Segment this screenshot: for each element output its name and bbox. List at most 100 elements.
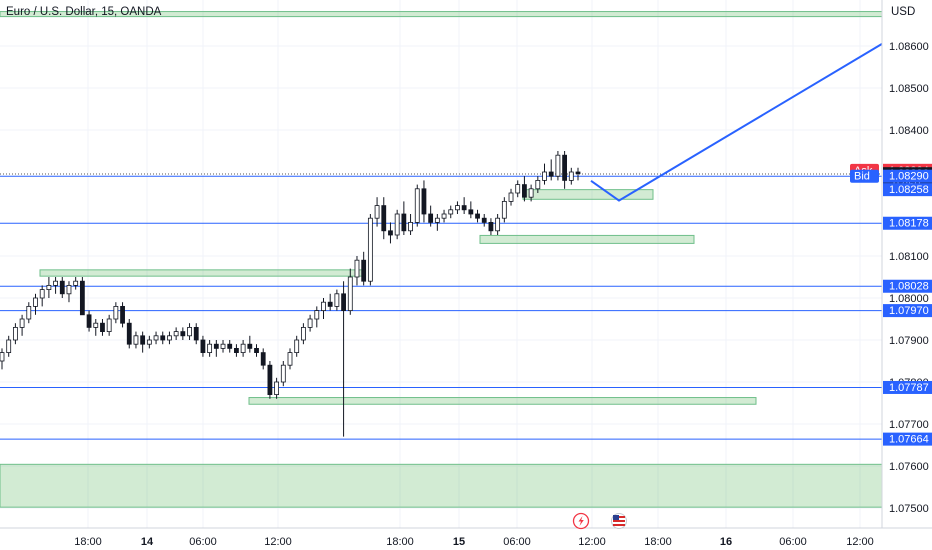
candle-body xyxy=(213,343,219,349)
candle xyxy=(522,176,527,202)
candle xyxy=(542,163,547,185)
candle-body xyxy=(327,301,333,307)
candle-body xyxy=(334,293,340,307)
price-tag-value: 1.07970 xyxy=(889,305,929,317)
chart-title: Euro / U.S. Dollar, 15, OANDA xyxy=(6,6,162,18)
candle-body xyxy=(307,318,313,328)
candle xyxy=(160,331,166,345)
candle xyxy=(300,323,306,345)
candle xyxy=(167,331,172,345)
candle xyxy=(227,340,233,353)
candle xyxy=(548,159,554,181)
demand-zone xyxy=(39,269,365,277)
projection-path xyxy=(590,43,883,202)
candle-body xyxy=(120,305,125,324)
candle xyxy=(535,176,541,193)
candle-body xyxy=(247,343,253,349)
lightning-icon[interactable] xyxy=(572,512,590,530)
candle-body xyxy=(146,339,152,345)
time-axis-ticks: 18:00 14 06:00 12:00 18:00 15 06:00 12:00 18:00 1… xyxy=(74,536,874,548)
currency-label[interactable]: USD xyxy=(891,6,915,18)
time-tick-label: 18:00 xyxy=(386,536,414,548)
candle xyxy=(508,188,514,206)
candle xyxy=(12,323,18,345)
price-tag-value: 1.07664 xyxy=(889,434,929,446)
candle xyxy=(488,218,494,235)
candle xyxy=(448,205,454,219)
candle xyxy=(361,251,367,286)
candle xyxy=(53,277,58,294)
candle xyxy=(180,327,186,340)
price-tick-label: 1.08500 xyxy=(889,83,929,95)
us-flag-icon[interactable] xyxy=(611,513,627,529)
demand-zone xyxy=(479,234,695,244)
time-tick-label: 12:00 xyxy=(578,536,606,548)
candle-body xyxy=(555,154,561,177)
candle-body xyxy=(394,213,400,236)
candle xyxy=(555,151,561,181)
candle-body xyxy=(173,331,179,337)
candle-body xyxy=(254,347,259,353)
candle-body xyxy=(381,205,387,232)
candle xyxy=(575,167,581,181)
candle xyxy=(374,197,380,227)
candle xyxy=(381,197,387,240)
candle-body xyxy=(53,280,58,286)
candle-body xyxy=(434,217,440,223)
candle-body xyxy=(79,280,85,316)
candle-body xyxy=(6,339,12,353)
candle-body xyxy=(167,335,172,341)
candle-body xyxy=(542,171,547,181)
candle-body xyxy=(153,335,159,341)
candle xyxy=(240,340,246,357)
candle xyxy=(461,197,467,214)
price-tick-label: 1.07600 xyxy=(889,461,929,473)
candle-body xyxy=(455,205,460,211)
candle xyxy=(254,344,259,357)
grid xyxy=(0,0,882,528)
candle-body xyxy=(73,280,79,286)
price-tag-value: 1.08258 xyxy=(889,184,929,196)
candle-body xyxy=(267,364,273,396)
candle xyxy=(140,331,146,353)
candle xyxy=(0,348,5,370)
time-tick-label: 06:00 xyxy=(503,536,531,548)
candle xyxy=(46,277,52,298)
price-tag xyxy=(883,380,932,394)
candle-body xyxy=(26,305,32,320)
candle xyxy=(100,319,105,336)
candle-body xyxy=(388,230,393,236)
candle xyxy=(59,277,65,298)
candle xyxy=(33,293,38,315)
candle xyxy=(187,323,192,340)
candle xyxy=(120,302,125,328)
candle xyxy=(173,327,179,340)
candle-body xyxy=(227,343,233,349)
candle-body xyxy=(274,381,280,395)
candle xyxy=(113,302,119,324)
candle-body xyxy=(260,352,266,366)
candle-body xyxy=(133,335,139,345)
candle xyxy=(73,277,79,290)
candle-body xyxy=(528,188,534,198)
candle-body xyxy=(66,284,72,295)
candle-body xyxy=(39,289,45,299)
price-tag xyxy=(883,216,932,230)
price-tick-label: 1.08400 xyxy=(889,125,929,137)
time-tick-label: 12:00 xyxy=(846,536,874,548)
price-tag xyxy=(883,183,932,197)
candle xyxy=(408,214,413,235)
candle-body xyxy=(495,217,501,232)
candle xyxy=(207,340,213,357)
candle xyxy=(367,214,373,286)
candle xyxy=(280,361,286,387)
candle xyxy=(86,310,92,332)
candle xyxy=(260,348,266,370)
price-tick-label: 1.07700 xyxy=(889,419,929,431)
candle-body xyxy=(347,276,353,311)
candle-body xyxy=(501,200,507,219)
candle-body xyxy=(314,310,320,320)
candle-body xyxy=(93,322,99,328)
candle-body xyxy=(46,284,52,290)
